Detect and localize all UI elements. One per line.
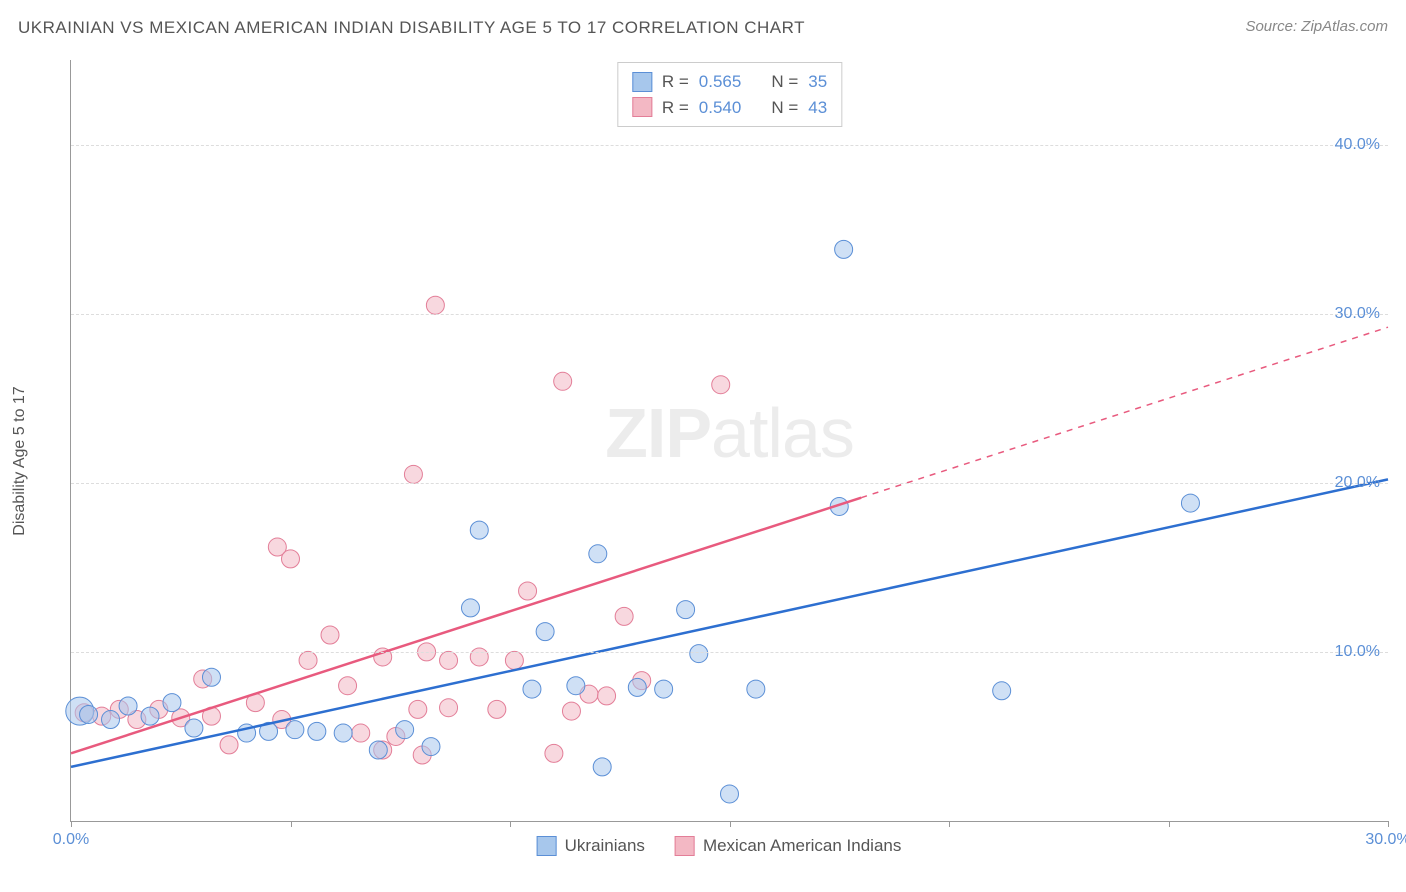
source-attribution: Source: ZipAtlas.com: [1245, 18, 1388, 35]
legend-item-mexican: Mexican American Indians: [675, 836, 901, 856]
scatter-point: [628, 678, 646, 696]
scatter-point: [141, 707, 159, 725]
trend-line: [71, 479, 1388, 766]
chart-title: UKRAINIAN VS MEXICAN AMERICAN INDIAN DIS…: [18, 18, 805, 38]
scatter-point: [282, 550, 300, 568]
scatter-point: [409, 700, 427, 718]
trend-line-dashed: [861, 327, 1388, 497]
legend-swatch-pink: [632, 97, 652, 117]
chart-container: Disability Age 5 to 17 ZIPatlas R = 0.56…: [50, 60, 1388, 862]
scatter-point: [655, 680, 673, 698]
scatter-point: [396, 721, 414, 739]
legend-stats-box: R = 0.565 N = 35 R = 0.540 N = 43: [617, 62, 842, 127]
header: UKRAINIAN VS MEXICAN AMERICAN INDIAN DIS…: [18, 18, 1388, 38]
stat-r-value-1: 0.540: [699, 95, 742, 121]
x-tick-mark: [1388, 821, 1389, 827]
scatter-point: [220, 736, 238, 754]
scatter-point: [677, 601, 695, 619]
scatter-point: [747, 680, 765, 698]
scatter-point: [721, 785, 739, 803]
x-tick-mark: [71, 821, 72, 827]
scatter-point: [536, 623, 554, 641]
legend-stats-row: R = 0.540 N = 43: [632, 95, 827, 121]
scatter-point: [615, 607, 633, 625]
grid-line: [71, 652, 1388, 653]
scatter-point: [488, 700, 506, 718]
stat-n-label: N =: [771, 69, 798, 95]
scatter-point: [690, 645, 708, 663]
scatter-point: [321, 626, 339, 644]
scatter-point: [470, 648, 488, 666]
scatter-point: [426, 296, 444, 314]
scatter-point: [505, 651, 523, 669]
scatter-point: [598, 687, 616, 705]
scatter-point: [369, 741, 387, 759]
x-tick-mark: [510, 821, 511, 827]
scatter-point: [352, 724, 370, 742]
grid-line: [71, 483, 1388, 484]
scatter-point: [554, 372, 572, 390]
scatter-point: [545, 744, 563, 762]
trend-line: [71, 498, 861, 754]
scatter-point: [163, 694, 181, 712]
scatter-point: [119, 697, 137, 715]
x-tick-mark: [730, 821, 731, 827]
scatter-point: [440, 651, 458, 669]
y-tick-label: 30.0%: [1335, 305, 1380, 323]
x-tick-label: 30.0%: [1365, 831, 1406, 849]
scatter-point: [422, 738, 440, 756]
legend-item-ukrainians: Ukrainians: [537, 836, 645, 856]
y-tick-label: 10.0%: [1335, 643, 1380, 661]
stat-r-value-0: 0.565: [699, 69, 742, 95]
legend-swatch-blue: [632, 72, 652, 92]
scatter-point: [440, 699, 458, 717]
scatter-point: [334, 724, 352, 742]
scatter-point: [593, 758, 611, 776]
scatter-point: [286, 721, 304, 739]
plot-area: ZIPatlas R = 0.565 N = 35 R = 0.540 N = …: [70, 60, 1388, 822]
y-tick-label: 40.0%: [1335, 136, 1380, 154]
x-tick-mark: [1169, 821, 1170, 827]
scatter-point: [567, 677, 585, 695]
bottom-legend: Ukrainians Mexican American Indians: [537, 836, 902, 856]
scatter-point: [80, 705, 98, 723]
scatter-point: [519, 582, 537, 600]
stat-n-label: N =: [771, 95, 798, 121]
grid-line: [71, 314, 1388, 315]
scatter-point: [1181, 494, 1199, 512]
stat-r-label: R =: [662, 69, 689, 95]
stat-n-value-1: 43: [808, 95, 827, 121]
x-tick-mark: [291, 821, 292, 827]
scatter-point: [299, 651, 317, 669]
scatter-point: [589, 545, 607, 563]
y-tick-label: 20.0%: [1335, 474, 1380, 492]
stat-r-label: R =: [662, 95, 689, 121]
scatter-point: [339, 677, 357, 695]
y-axis-label: Disability Age 5 to 17: [11, 386, 29, 535]
scatter-point: [993, 682, 1011, 700]
scatter-point: [185, 719, 203, 737]
x-tick-mark: [949, 821, 950, 827]
scatter-point: [308, 722, 326, 740]
stat-n-value-0: 35: [808, 69, 827, 95]
scatter-point: [461, 599, 479, 617]
grid-line: [71, 145, 1388, 146]
legend-swatch-blue: [537, 836, 557, 856]
legend-swatch-pink: [675, 836, 695, 856]
x-tick-label: 0.0%: [53, 831, 89, 849]
plot-svg: [71, 60, 1388, 821]
scatter-point: [202, 668, 220, 686]
legend-stats-row: R = 0.565 N = 35: [632, 69, 827, 95]
legend-label: Mexican American Indians: [703, 836, 901, 856]
scatter-point: [835, 240, 853, 258]
scatter-point: [470, 521, 488, 539]
scatter-point: [404, 465, 422, 483]
scatter-point: [102, 711, 120, 729]
scatter-point: [562, 702, 580, 720]
scatter-point: [712, 376, 730, 394]
scatter-point: [523, 680, 541, 698]
legend-label: Ukrainians: [565, 836, 645, 856]
